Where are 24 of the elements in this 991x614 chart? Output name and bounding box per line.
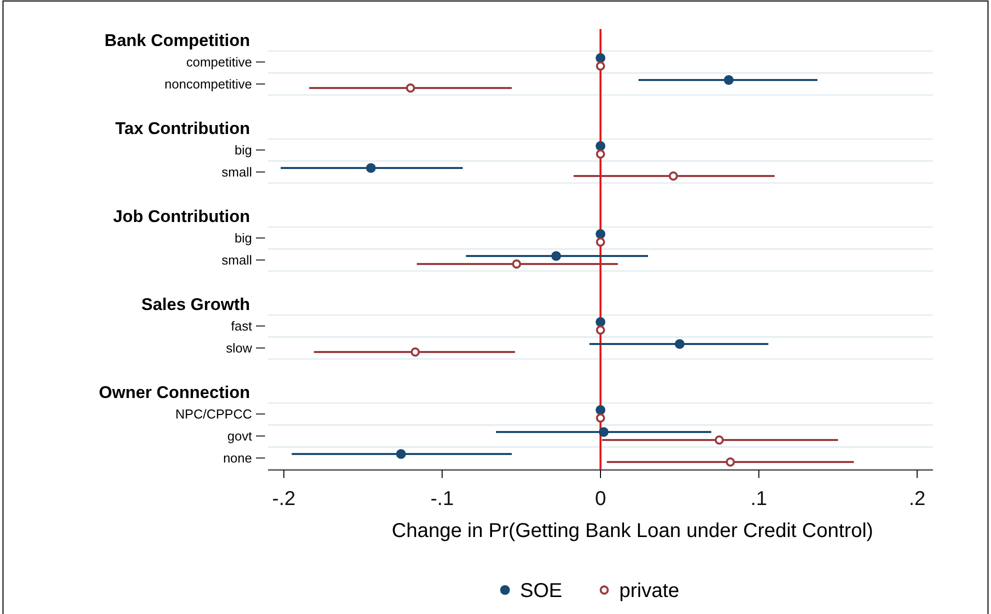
x-axis-title: Change in Pr(Getting Bank Loan under Credit Control) — [392, 520, 874, 542]
y-tick-label: NPC/CPPCC — [175, 406, 252, 422]
text: Job Contribution — [113, 206, 250, 226]
x-tick-label: -.1 — [430, 488, 454, 510]
y-tick-label: small — [222, 164, 252, 180]
x-tick-label: .2 — [908, 488, 926, 510]
y-tick-label: big — [234, 142, 252, 158]
x-tick-label: .1 — [750, 488, 768, 510]
x-tick-label: 0 — [594, 488, 606, 510]
y-tick-label: small — [222, 252, 252, 268]
y-tick-label: none — [223, 450, 252, 466]
x-tick-label: -.2 — [272, 488, 296, 510]
y-tick-label: competitive — [186, 54, 252, 70]
y-tick-label: govt — [227, 428, 252, 444]
legend-label: private — [619, 580, 680, 602]
y-tick-label: slow — [226, 340, 253, 356]
legend-label: SOE — [520, 580, 562, 602]
y-tick-label: noncompetitive — [164, 76, 252, 92]
text: Owner Connection — [98, 382, 250, 402]
y-tick-label: fast — [231, 318, 252, 334]
text: Tax Contribution — [115, 118, 250, 138]
y-tick-label: big — [234, 230, 252, 246]
text: Bank Competition — [104, 30, 250, 50]
text: Sales Growth — [141, 294, 250, 314]
